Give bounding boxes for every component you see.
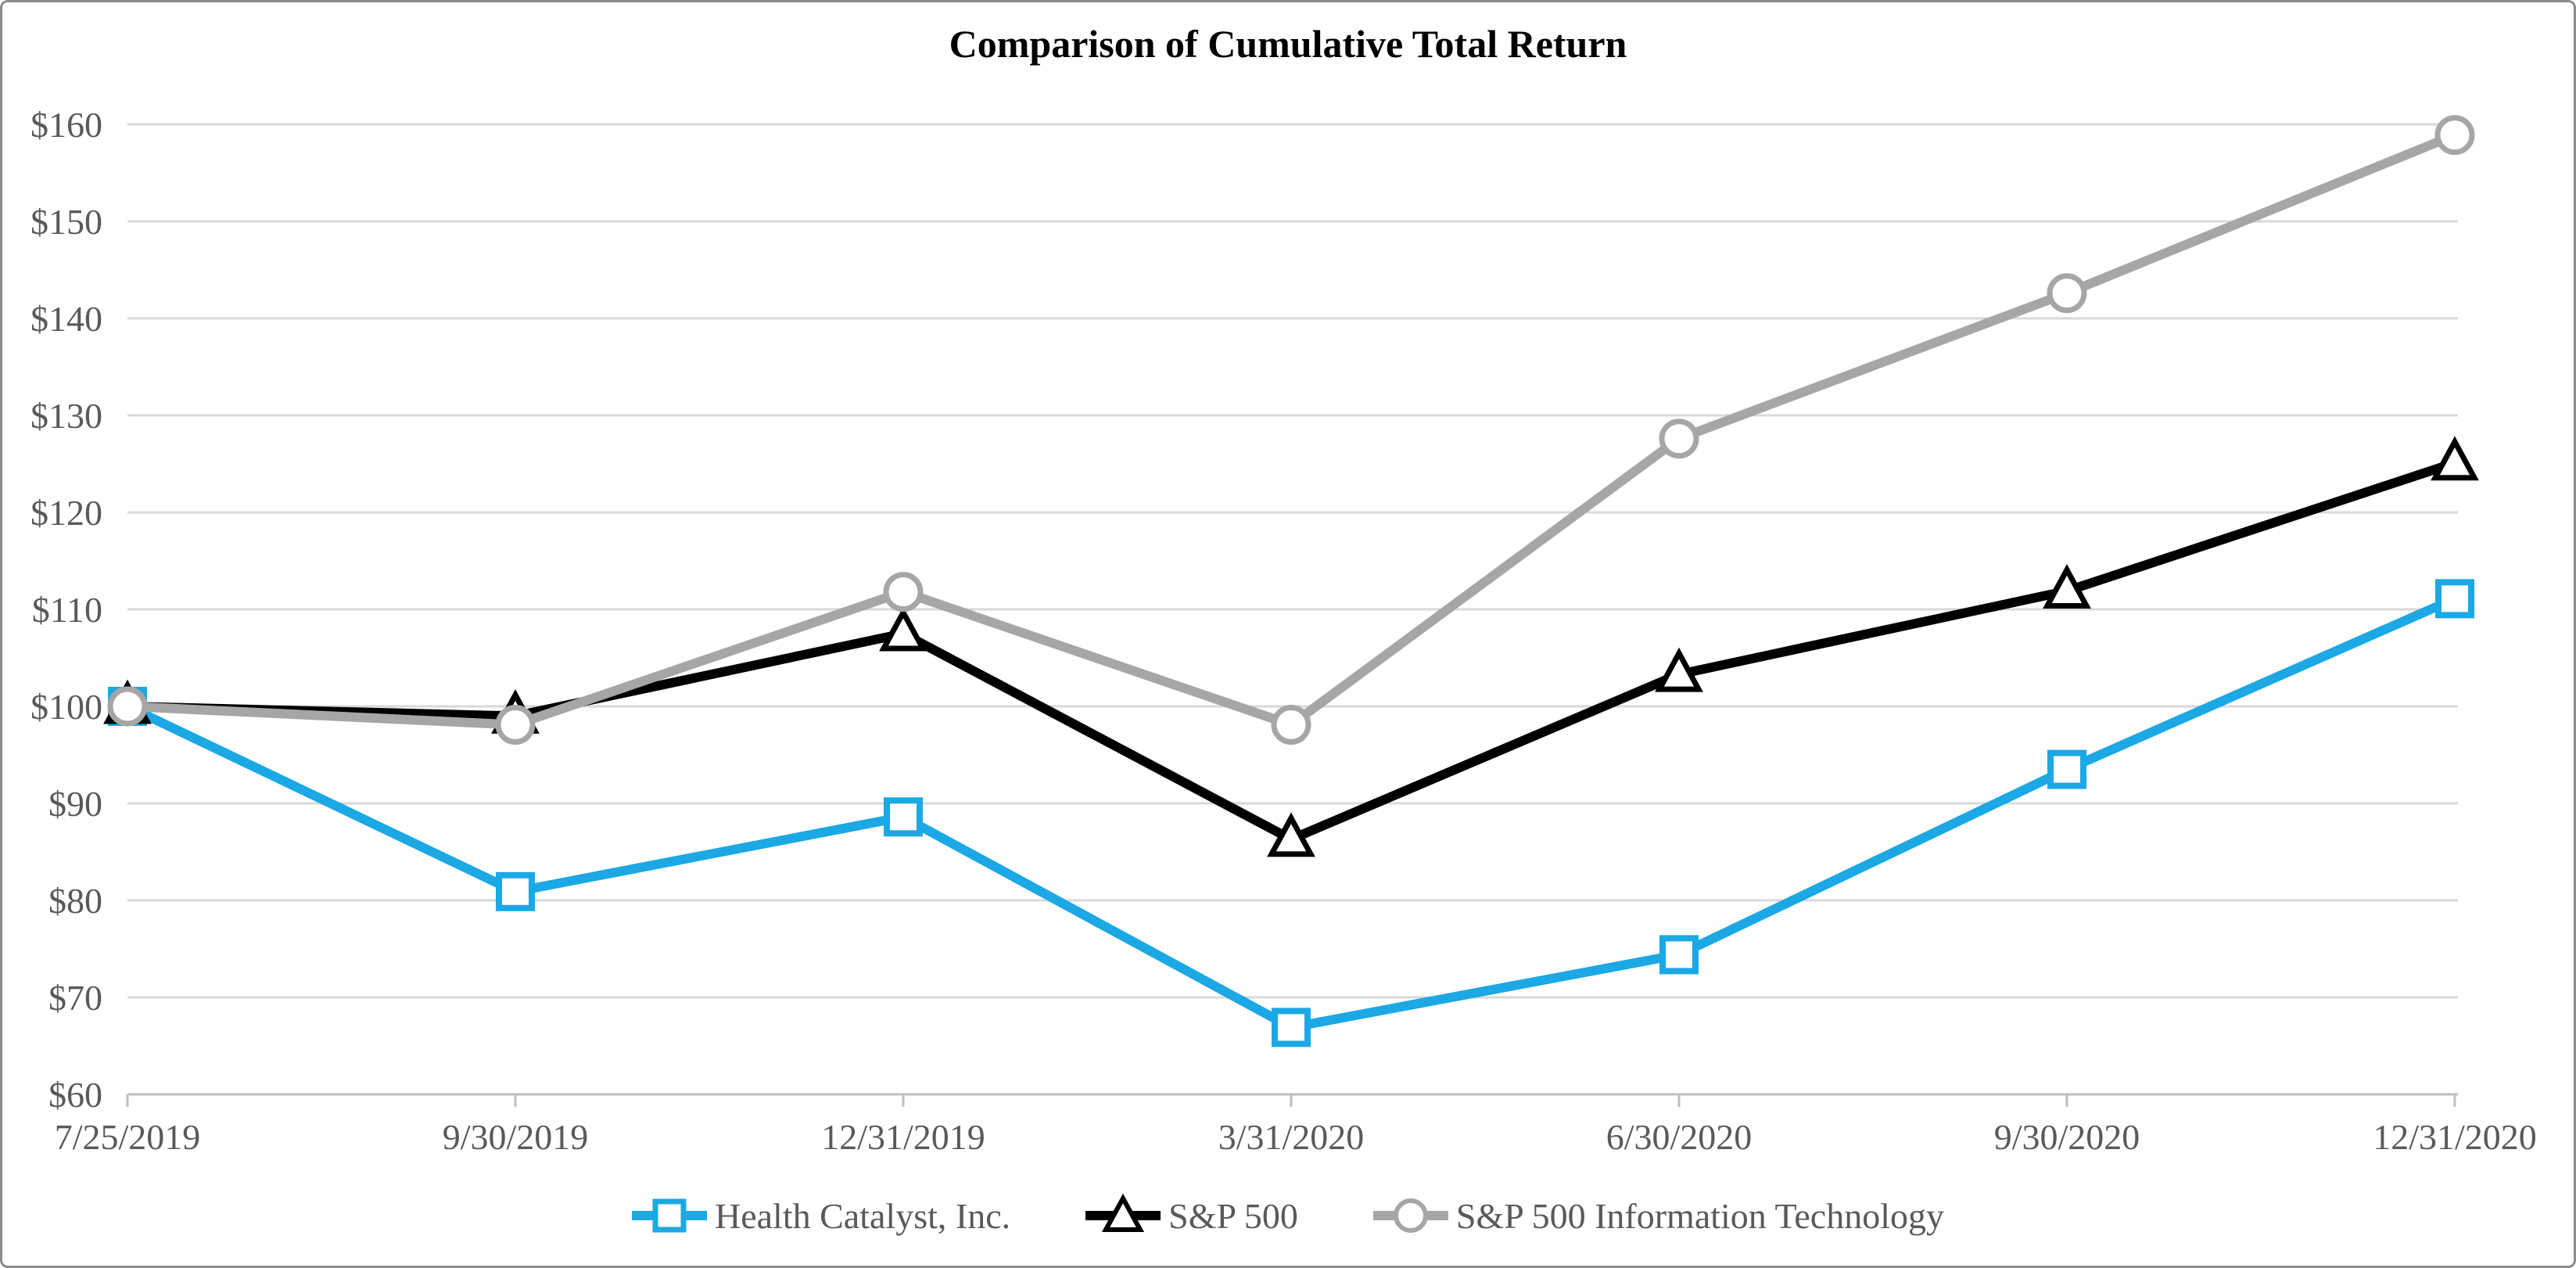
marker-square-0-5 [2047,749,2086,789]
x-axis-label-1: 9/30/2019 [443,1117,589,1157]
marker-triangle-1-5 [2043,564,2091,609]
y-axis-label-60: $60 [48,1075,102,1115]
marker-square-0-3 [1272,1008,1311,1047]
y-axis-label-150: $150 [30,202,102,242]
series-line-2 [123,130,2459,730]
y-axis-label-100: $100 [30,687,102,727]
marker-circle-2-1 [495,705,536,745]
series-line-1 [123,458,2459,844]
chart-title: Comparison of Cumulative Total Return [949,22,1627,66]
marker-circle-2-2 [883,572,924,612]
x-axis-label-4: 6/30/2020 [1606,1117,1753,1157]
square-marker-icon [632,1198,707,1233]
y-axis-label-80: $80 [48,881,102,921]
x-axis-label-2: 12/31/2019 [821,1117,985,1157]
circle-marker-icon [1372,1198,1448,1233]
marker-circle-2-3 [1271,705,1311,745]
legend: Health Catalyst, Inc. S&P 500 S&P 500 In… [2,1194,2574,1237]
legend-item-sp500-it: S&P 500 Information Technology [1372,1194,1944,1237]
legend-item-health-catalyst: Health Catalyst, Inc. [632,1194,1010,1237]
marker-square-0-1 [496,871,535,911]
marker-circle-2-5 [2047,273,2087,314]
marker-triangle-1-4 [1655,647,1703,692]
marker-circle-2-6 [2434,115,2475,156]
y-axis-label-90: $90 [48,784,102,824]
legend-label-sp500: S&P 500 [1168,1195,1298,1236]
marker-square-0-4 [1659,935,1699,975]
legend-item-sp500: S&P 500 [1085,1194,1298,1237]
legend-label-health-catalyst: Health Catalyst, Inc. [715,1195,1011,1236]
y-axis-label-70: $70 [48,978,102,1018]
marker-triangle-1-3 [1267,812,1315,857]
y-axis-label-140: $140 [30,299,102,339]
legend-label-sp500-it: S&P 500 Information Technology [1455,1195,1944,1236]
y-axis-label-130: $130 [30,396,102,436]
x-axis-label-6: 12/31/2020 [2373,1117,2537,1157]
marker-triangle-1-6 [2431,436,2479,481]
x-axis-label-5: 9/30/2020 [1994,1117,2140,1157]
x-axis-label-3: 3/31/2020 [1218,1117,1365,1157]
x-axis-label-0: 7/25/2019 [55,1117,201,1157]
y-axis-label-110: $110 [32,590,102,630]
marker-triangle-1-2 [879,606,927,652]
marker-square-0-2 [884,797,923,837]
marker-square-0-6 [2435,579,2474,619]
y-axis-label-120: $120 [30,493,102,533]
marker-circle-2-0 [107,686,148,727]
marker-circle-2-4 [1659,418,1699,459]
triangle-marker-icon [1085,1194,1161,1232]
y-axis-label-160: $160 [30,105,102,145]
